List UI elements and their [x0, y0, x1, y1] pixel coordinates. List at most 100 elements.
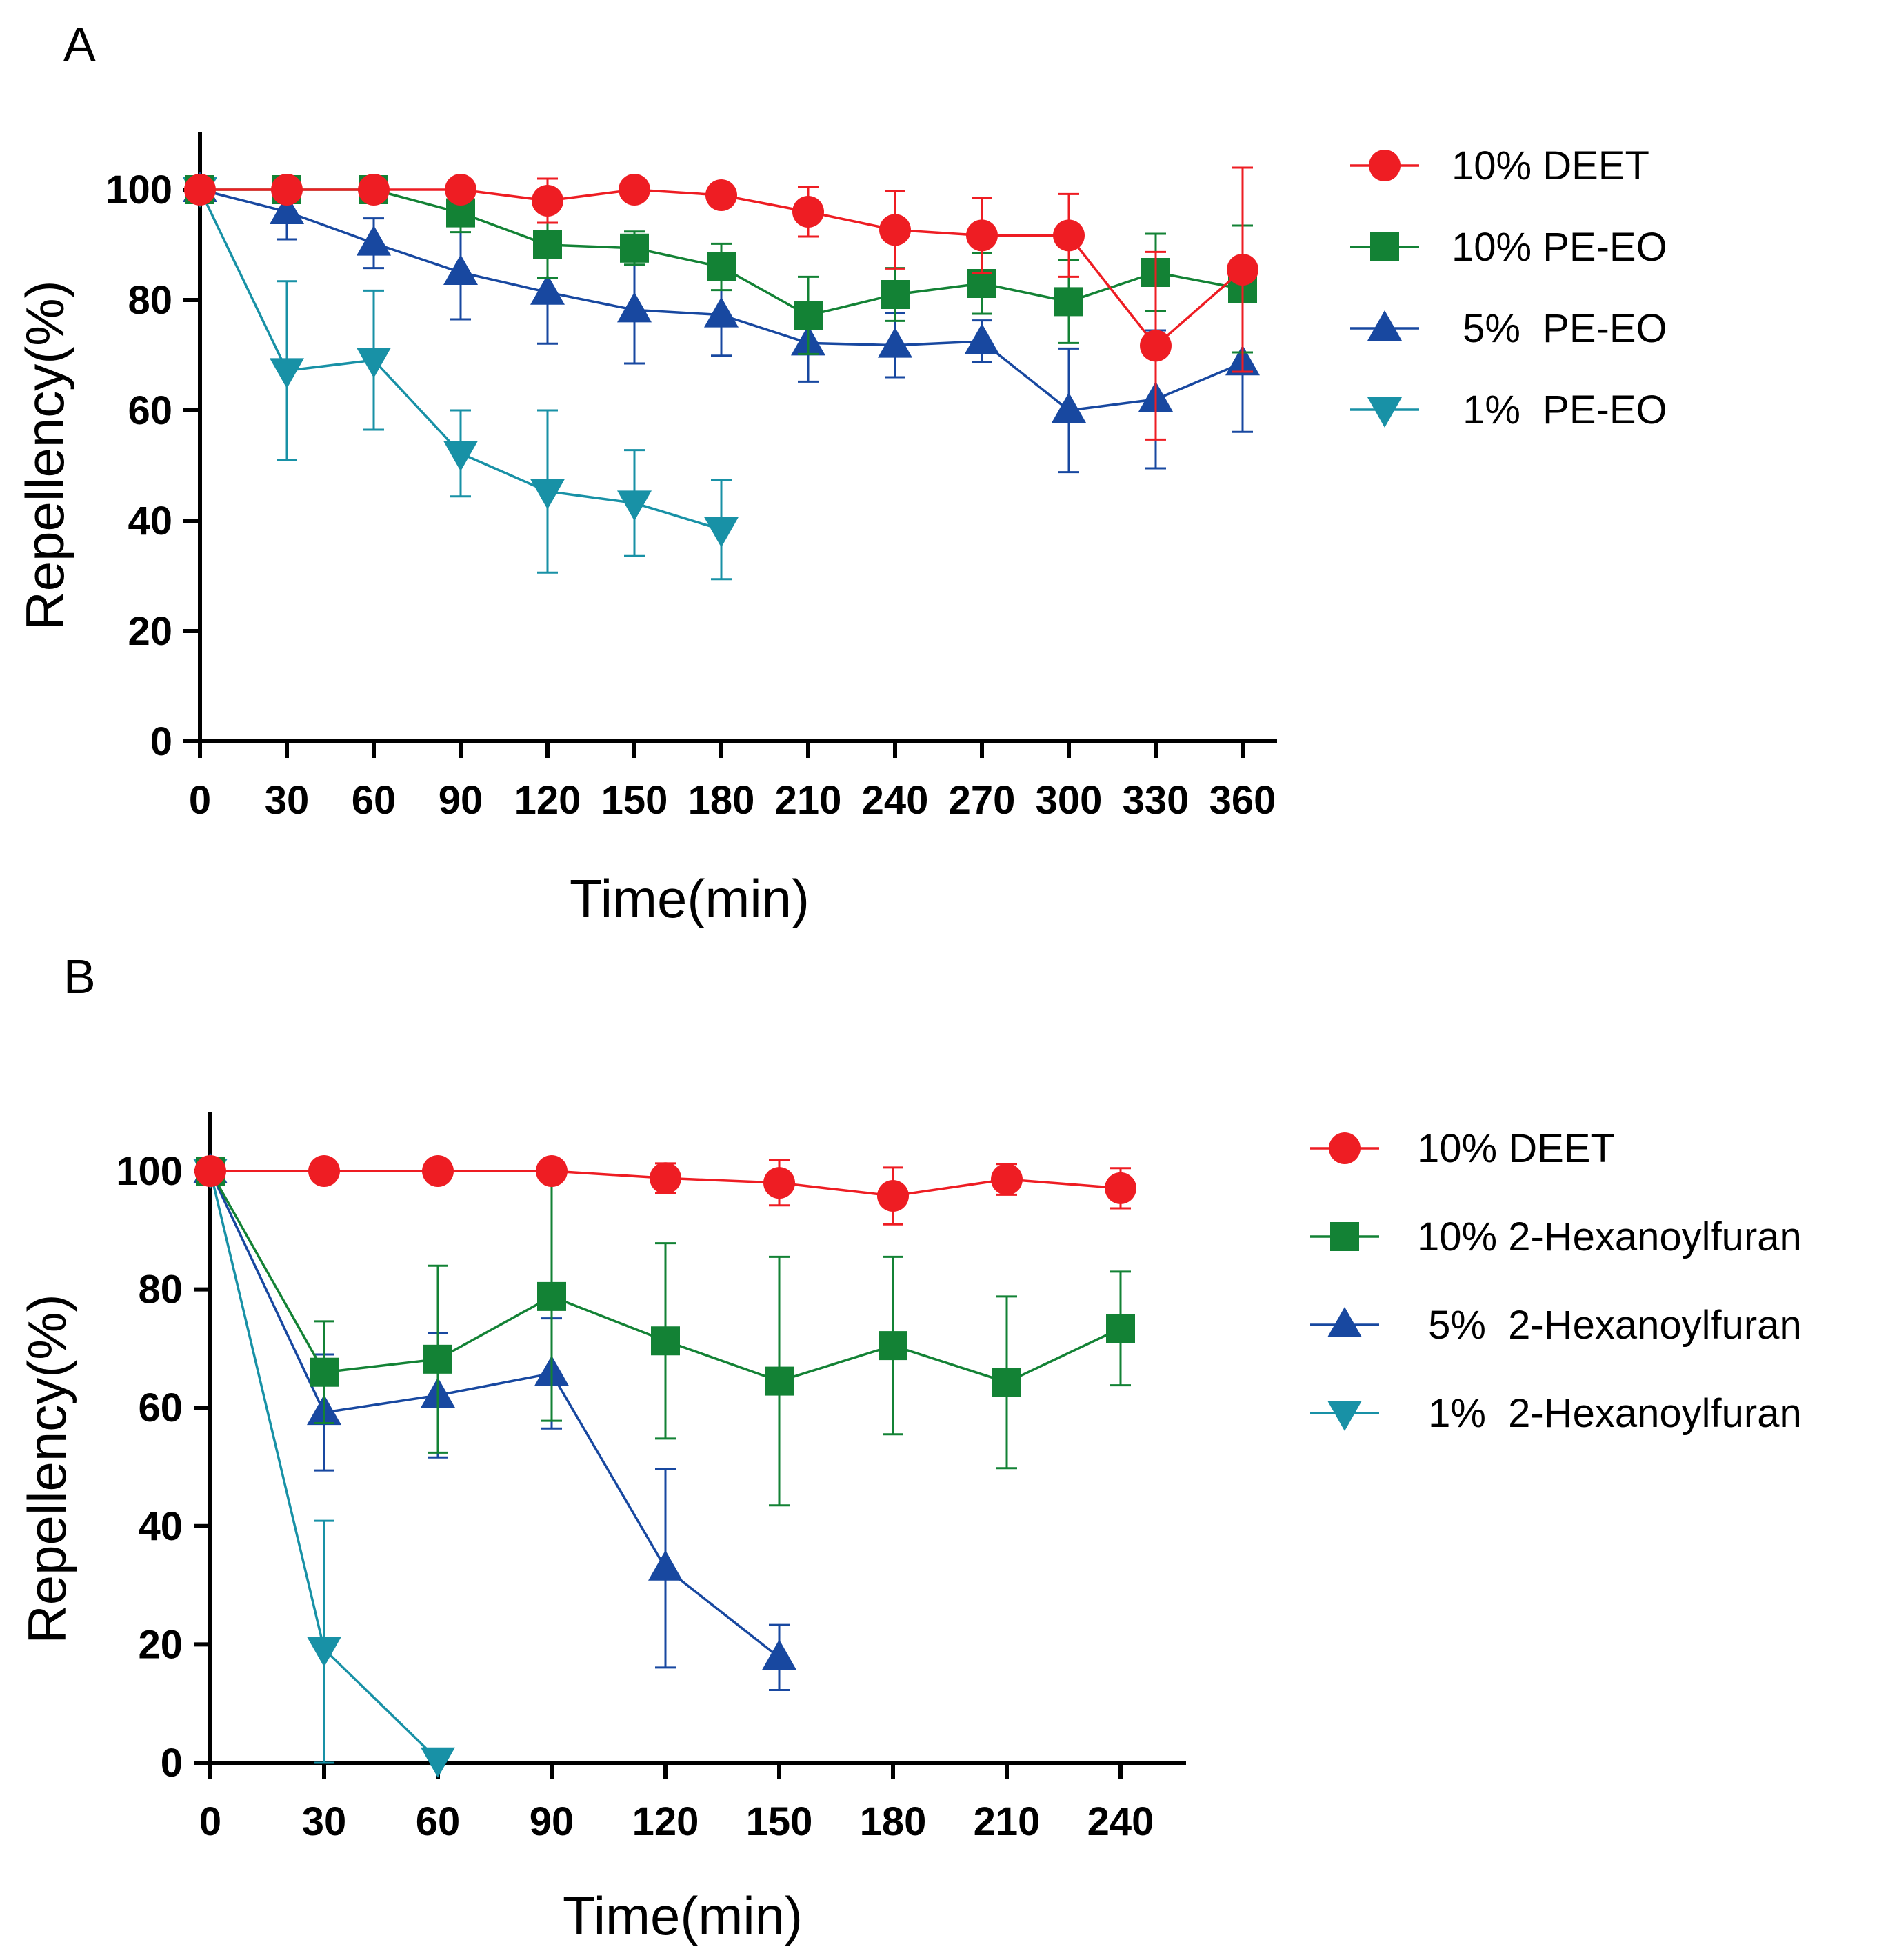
data-point — [310, 1357, 339, 1387]
x-axis-label-b: Time(min) — [563, 1886, 803, 1946]
x-tick-label-a: 330 — [1123, 778, 1190, 823]
x-tick-label-a: 300 — [1036, 778, 1103, 823]
data-point — [537, 1281, 566, 1311]
data-point — [992, 1368, 1021, 1397]
y-tick-label-a: 40 — [128, 499, 172, 543]
series-a-0 — [184, 166, 1258, 441]
y-tick-label-a: 20 — [128, 609, 172, 654]
data-point — [650, 1162, 681, 1194]
legend-marker — [1329, 1132, 1361, 1164]
data-point — [445, 174, 476, 206]
data-point — [308, 1155, 340, 1187]
data-point — [877, 1180, 909, 1212]
y-tick-label-b: 80 — [138, 1268, 183, 1312]
legend-marker — [1367, 310, 1402, 341]
data-point — [1053, 219, 1085, 252]
data-point — [423, 1344, 452, 1374]
data-point — [530, 274, 565, 305]
data-point — [762, 1639, 796, 1670]
data-point — [792, 196, 824, 228]
data-point — [536, 1155, 568, 1187]
legend-marker — [1327, 1307, 1362, 1337]
x-tick-label-b: 0 — [199, 1799, 221, 1844]
series-a-2 — [183, 172, 1260, 474]
data-point — [358, 174, 390, 206]
x-tick-label-a: 150 — [601, 778, 668, 823]
y-tick-label-a: 80 — [128, 278, 172, 323]
legend-label: 5% 2-Hexanoylfuran — [1417, 1303, 1802, 1348]
data-point — [878, 327, 912, 358]
y-tick-label-b: 0 — [161, 1741, 183, 1786]
legend-label: 5% PE-EO — [1452, 306, 1667, 351]
data-point — [422, 1155, 454, 1187]
y-tick-label-b: 20 — [138, 1622, 183, 1667]
data-point — [648, 1550, 683, 1581]
y-axis-label-a: Repellency(%) — [14, 280, 75, 630]
data-point — [533, 230, 562, 259]
x-tick-label-b: 90 — [530, 1799, 574, 1844]
x-tick-label-b: 210 — [974, 1799, 1041, 1844]
data-point — [705, 179, 737, 211]
data-point — [270, 194, 304, 224]
legend-marker — [1370, 232, 1399, 261]
data-point — [194, 1155, 226, 1187]
legend-marker — [1330, 1222, 1359, 1251]
series-b-2 — [193, 1153, 796, 1691]
y-tick-label-b: 60 — [138, 1386, 183, 1430]
data-point — [991, 1163, 1023, 1196]
panel-b: B 0 20 40 60 80 100 0 30 60 90 120 150 180 210 240 Time(… — [17, 950, 1802, 1946]
y-tick-label-b: 100 — [116, 1149, 183, 1194]
legend-a: 10% DEET 10% PE-EO 5% PE-EO 1% PE-EO — [1350, 143, 1667, 432]
x-tick-label-a: 60 — [352, 778, 397, 823]
data-point — [965, 323, 999, 354]
data-point — [704, 517, 739, 548]
x-tick-label-b: 30 — [302, 1799, 347, 1844]
panel-label-b: B — [63, 950, 96, 1003]
data-point — [443, 254, 478, 285]
y-tick-label-a: 0 — [150, 719, 172, 764]
data-point — [443, 441, 478, 472]
data-point — [270, 358, 304, 389]
legend-marker — [1327, 1401, 1362, 1431]
data-point — [532, 185, 563, 217]
data-point — [651, 1326, 680, 1356]
x-tick-label-a: 270 — [949, 778, 1016, 823]
x-tick-label-b: 240 — [1087, 1799, 1154, 1844]
legend-b: 10% DEET 10% 2-Hexanoylfuran 5% 2-Hexanoy… — [1310, 1126, 1802, 1436]
data-point — [704, 297, 739, 328]
x-tick-label-a: 210 — [775, 778, 842, 823]
panel-a: A 0 20 40 60 80 100 0 30 60 90 120 150 180 210 240 270 30… — [14, 17, 1667, 929]
data-point — [765, 1366, 794, 1396]
x-tick-label-a: 240 — [862, 778, 929, 823]
legend-label: 1% 2-Hexanoylfuran — [1417, 1391, 1802, 1436]
y-tick-label-a: 60 — [128, 388, 172, 433]
legend-label: 10% PE-EO — [1452, 225, 1667, 270]
data-point — [620, 233, 649, 263]
legend-label: 1% PE-EO — [1452, 388, 1667, 432]
x-axis-label-a: Time(min) — [570, 868, 810, 929]
y-tick-label-b: 40 — [138, 1504, 183, 1549]
data-point — [617, 490, 652, 521]
panel-label-a: A — [63, 17, 96, 71]
y-axis-label-b: Repellency(%) — [17, 1294, 77, 1643]
x-tick-label-a: 0 — [189, 778, 211, 823]
data-point — [763, 1167, 795, 1199]
x-tick-label-a: 360 — [1209, 778, 1276, 823]
data-point — [707, 252, 736, 281]
data-point — [1052, 392, 1086, 423]
legend-label: 10% DEET — [1417, 1126, 1615, 1171]
data-point — [881, 280, 910, 309]
y-tick-label-a: 100 — [106, 168, 172, 212]
data-point — [530, 479, 565, 510]
data-point — [966, 219, 998, 252]
data-point — [1105, 1172, 1136, 1204]
legend-marker — [1369, 150, 1401, 181]
data-point — [617, 292, 652, 323]
data-point — [794, 301, 823, 330]
data-point — [184, 174, 216, 206]
data-point — [1054, 287, 1083, 317]
data-point — [357, 225, 391, 256]
data-point — [421, 1747, 455, 1778]
data-point — [307, 1637, 341, 1668]
